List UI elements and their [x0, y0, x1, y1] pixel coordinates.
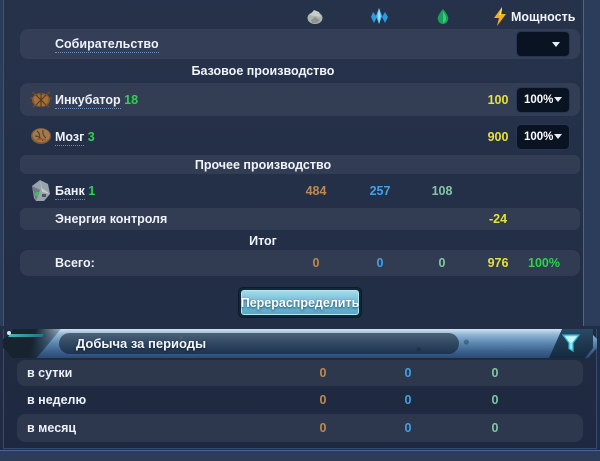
- brain-power-dropdown[interactable]: 100%: [516, 123, 570, 150]
- periods-title-pill: Добыча за периоды: [59, 333, 459, 354]
- per-month-label: в месяц: [27, 421, 77, 435]
- row-total: Всего: 0 0 0 976 100%: [0, 250, 600, 276]
- per-month-ore: 0: [319, 421, 327, 435]
- bank-icon: [28, 178, 54, 209]
- power-column-label: Мощность: [511, 10, 576, 24]
- power-value: 100%: [524, 130, 554, 143]
- per-week-plant: 0: [491, 393, 499, 407]
- total-power-value: 100%: [528, 256, 560, 270]
- incubator-link[interactable]: Инкубатор: [55, 92, 121, 109]
- chevron-down-icon: [552, 41, 560, 47]
- bottom-edge-strip: [0, 450, 600, 461]
- incubator-icon: [28, 88, 54, 115]
- gathering-link[interactable]: Собирательство: [55, 37, 159, 53]
- filter-funnel-icon: [561, 333, 581, 352]
- section-other-production: Прочее производство: [0, 155, 600, 174]
- total-plant-value: 0: [438, 256, 446, 270]
- row-per-week: в неделю 0 0 0: [0, 387, 600, 413]
- row-per-month: в месяц 0 0 0: [0, 414, 600, 442]
- section-total: Итог: [0, 232, 600, 249]
- per-week-crystal: 0: [404, 393, 412, 407]
- left-edge-strip: [0, 0, 4, 326]
- ore-icon: [306, 8, 324, 30]
- per-day-label: в сутки: [27, 366, 73, 380]
- total-energy-value: 976: [487, 256, 509, 270]
- power-value: 100%: [524, 93, 554, 106]
- control-energy-label: Энергия контроля: [55, 212, 168, 226]
- row-bg: [20, 83, 580, 116]
- brain-icon: [29, 125, 53, 151]
- incubator-count: 18: [124, 92, 139, 107]
- energy-icon: [493, 7, 507, 31]
- brain-link[interactable]: Мозг: [55, 129, 85, 146]
- row-per-day: в сутки 0 0 0: [0, 360, 600, 386]
- section-title: Базовое производство: [191, 63, 335, 78]
- redistribute-button-face: Перераспределить: [241, 290, 359, 315]
- row-brain: Мозг 3 900 100%: [0, 120, 600, 153]
- brain-energy-value: 900: [487, 129, 509, 144]
- row-bg: [20, 250, 580, 276]
- section-base-production: Базовое производство: [0, 61, 600, 80]
- per-week-ore: 0: [319, 393, 327, 407]
- crystal-icon: [370, 7, 389, 31]
- plant-icon: [436, 8, 450, 30]
- total-label: Всего:: [55, 256, 95, 270]
- redistribute-button[interactable]: Перераспределить: [239, 288, 361, 317]
- row-incubator: Инкубатор 18 100 100%: [0, 83, 600, 116]
- gathering-dropdown[interactable]: [516, 31, 570, 57]
- row-bg: [17, 414, 583, 442]
- row-bg: [17, 360, 583, 386]
- bank-ore-value: 484: [305, 184, 327, 198]
- bank-plant-value: 108: [431, 184, 453, 198]
- bank-crystal-value: 257: [369, 184, 391, 198]
- section-bg: [20, 155, 580, 174]
- chevron-down-icon: [554, 134, 562, 139]
- per-month-crystal: 0: [404, 421, 412, 435]
- section-title: Итог: [249, 233, 277, 248]
- brain-count: 3: [87, 129, 95, 144]
- total-ore-value: 0: [312, 256, 320, 270]
- per-month-plant: 0: [491, 421, 499, 435]
- row-control-energy: Энергия контроля -24: [0, 208, 600, 230]
- row-bg: [20, 208, 580, 230]
- header-rivet-left: [7, 331, 11, 335]
- per-day-ore: 0: [319, 366, 327, 380]
- per-week-label: в неделю: [27, 393, 87, 407]
- row-bg: [20, 29, 580, 59]
- section-title: Прочее производство: [194, 157, 332, 172]
- row-bank: Банк 1 484 257 108: [0, 175, 600, 207]
- chevron-down-icon: [554, 97, 562, 102]
- control-energy-value: -24: [488, 212, 508, 226]
- bank-count: 1: [88, 184, 96, 198]
- bank-link[interactable]: Банк: [55, 184, 85, 200]
- row-gathering: Собирательство: [0, 29, 600, 59]
- per-day-plant: 0: [491, 366, 499, 380]
- resource-columns-header: Мощность: [0, 5, 600, 29]
- periods-title: Добыча за периоды: [76, 336, 207, 351]
- incubator-power-dropdown[interactable]: 100%: [516, 86, 570, 113]
- right-edge-strip: [583, 0, 600, 326]
- per-day-crystal: 0: [404, 366, 412, 380]
- incubator-energy-value: 100: [487, 92, 509, 107]
- total-crystal-value: 0: [376, 256, 384, 270]
